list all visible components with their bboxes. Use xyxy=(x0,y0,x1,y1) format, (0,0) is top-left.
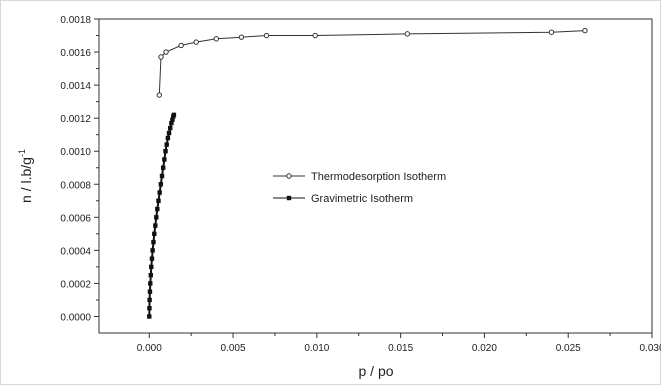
thermodesorption-point xyxy=(156,92,163,98)
gravimetric-point xyxy=(147,289,153,294)
gravimetric-point xyxy=(155,206,160,212)
gravimetric-point xyxy=(168,125,173,131)
y-tick-label: 0.0008 xyxy=(60,180,91,191)
y-axis-title-superscript: -1 xyxy=(17,149,27,157)
gravimetric-point xyxy=(148,272,153,278)
thermodesorption-point xyxy=(582,27,588,34)
y-axis-title-group: n / l.b/g-1 xyxy=(17,149,34,203)
gravimetric-point xyxy=(166,130,172,136)
plot-frame xyxy=(98,18,653,334)
legend-label: Gravimetric Isotherm xyxy=(311,193,413,205)
gravimetric-point xyxy=(148,281,153,286)
legend: Thermodesorption Isotherm Gravimetric Iso… xyxy=(273,171,446,205)
x-axis: 0.000 0.005 0.010 0.015 0.020 0.025 0.030 xyxy=(137,333,661,354)
gravimetric-point xyxy=(147,297,152,303)
gravimetric-point xyxy=(149,256,155,261)
gravimetric-point xyxy=(157,190,162,195)
x-tick-label: 0.005 xyxy=(221,343,246,354)
x-tick-label: 0.030 xyxy=(639,343,661,354)
x-axis-title: p / po xyxy=(358,363,393,379)
x-tick-label: 0.020 xyxy=(472,343,497,354)
thermodesorption-point xyxy=(163,49,169,55)
thermodesorption-point xyxy=(404,31,411,37)
gravimetric-point xyxy=(147,306,152,311)
gravimetric-point xyxy=(150,248,155,253)
gravimetric-point xyxy=(154,215,159,220)
legend-marker xyxy=(286,173,292,179)
gravimetric-point xyxy=(149,264,154,270)
y-tick-label: 0.0016 xyxy=(60,48,91,59)
gravimetric-point xyxy=(156,198,161,203)
thermodesorption-point xyxy=(193,39,199,45)
gravimetric-point xyxy=(159,173,165,179)
gravimetric-point xyxy=(160,165,166,170)
gravimetric-point xyxy=(152,231,157,237)
gravimetric-point xyxy=(164,142,169,147)
y-tick-label: 0.0002 xyxy=(60,279,91,290)
gravimetric-point xyxy=(153,223,158,228)
y-tick-label: 0.0018 xyxy=(60,15,91,26)
y-tick-label: 0.0004 xyxy=(60,246,91,257)
thermodesorption-point xyxy=(213,36,220,42)
gravimetric-point xyxy=(162,157,167,162)
y-tick-label: 0.0014 xyxy=(60,81,91,92)
gravimetric-point xyxy=(147,314,152,319)
thermodesorption-point xyxy=(178,42,184,49)
gravimetric-point xyxy=(170,117,175,123)
thermodesorption-point xyxy=(263,32,270,39)
thermodesorption-point xyxy=(238,34,245,40)
y-axis-title: n / l.b/g-1 xyxy=(17,149,34,203)
x-tick-label: 0.025 xyxy=(556,343,581,354)
gravimetric-point xyxy=(165,135,171,141)
y-axis-title-main: n / l.b/g xyxy=(18,157,34,203)
series-line xyxy=(148,114,175,317)
y-tick-label: 0.0010 xyxy=(60,147,91,158)
y-tick-label: 0.0006 xyxy=(60,213,91,224)
gravimetric-point xyxy=(158,182,164,187)
y-tick-label: 0.0012 xyxy=(60,114,91,125)
x-tick-label: 0.015 xyxy=(388,343,413,354)
thermodesorption-point xyxy=(158,54,164,60)
y-axis: 0.0000 0.0002 0.0004 0.0006 0.0008 0.0010 0.00… xyxy=(60,15,99,323)
thermodesorption-point xyxy=(312,32,318,39)
series-layer xyxy=(147,27,588,319)
x-tick-label: 0.000 xyxy=(137,343,162,354)
legend-label: Thermodesorption Isotherm xyxy=(311,171,446,183)
x-tick-label: 0.010 xyxy=(304,343,329,354)
series-line xyxy=(158,30,586,96)
gravimetric-point xyxy=(171,112,177,118)
gravimetric-point xyxy=(163,149,168,154)
legend-marker xyxy=(286,195,292,201)
gravimetric-point xyxy=(151,239,156,245)
thermodesorption-point xyxy=(548,29,555,35)
y-tick-label: 0.0000 xyxy=(60,312,91,323)
gravimetric-point xyxy=(169,120,174,126)
